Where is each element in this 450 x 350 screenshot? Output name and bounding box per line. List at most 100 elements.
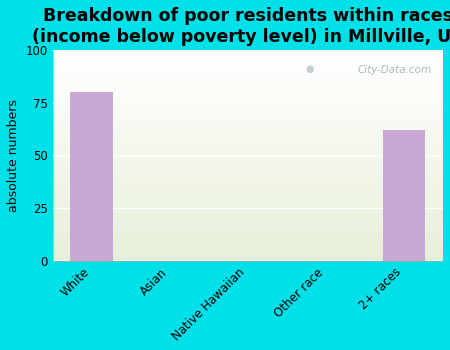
Bar bbox=[53, 196, 443, 197]
Bar bbox=[53, 172, 443, 173]
Bar bbox=[53, 82, 443, 83]
Bar bbox=[53, 222, 443, 223]
Bar bbox=[53, 253, 443, 254]
Bar bbox=[53, 149, 443, 150]
Bar bbox=[53, 229, 443, 230]
Bar bbox=[53, 136, 443, 138]
Bar bbox=[53, 135, 443, 137]
Bar bbox=[53, 60, 443, 61]
Bar bbox=[53, 227, 443, 228]
Bar bbox=[53, 226, 443, 227]
Bar bbox=[53, 105, 443, 106]
Bar bbox=[53, 186, 443, 187]
Title: Breakdown of poor residents within races
(income below poverty level) in Millvil: Breakdown of poor residents within races… bbox=[32, 7, 450, 46]
Bar bbox=[53, 244, 443, 245]
Bar bbox=[53, 251, 443, 252]
Bar bbox=[53, 246, 443, 247]
Bar bbox=[53, 151, 443, 152]
Bar bbox=[53, 65, 443, 66]
Bar bbox=[53, 132, 443, 133]
Bar bbox=[53, 259, 443, 260]
Bar bbox=[53, 170, 443, 171]
Text: ●: ● bbox=[306, 64, 314, 74]
Bar bbox=[53, 207, 443, 208]
Bar bbox=[53, 114, 443, 116]
Bar bbox=[53, 148, 443, 149]
Bar bbox=[53, 51, 443, 52]
Bar bbox=[53, 189, 443, 190]
Bar bbox=[53, 191, 443, 192]
Bar bbox=[53, 101, 443, 102]
Bar bbox=[53, 239, 443, 240]
Bar bbox=[53, 92, 443, 93]
Bar bbox=[53, 183, 443, 184]
Bar bbox=[53, 182, 443, 183]
Bar bbox=[53, 67, 443, 68]
Bar bbox=[53, 176, 443, 177]
Bar bbox=[53, 165, 443, 166]
Bar bbox=[53, 50, 443, 51]
Bar bbox=[53, 249, 443, 250]
Bar bbox=[53, 70, 443, 71]
Bar bbox=[53, 234, 443, 236]
Bar bbox=[53, 215, 443, 216]
Bar bbox=[53, 138, 443, 139]
Bar bbox=[53, 177, 443, 178]
Bar bbox=[53, 190, 443, 191]
Bar bbox=[53, 173, 443, 174]
Bar bbox=[53, 220, 443, 221]
Bar bbox=[53, 99, 443, 100]
Bar bbox=[53, 169, 443, 170]
Bar bbox=[53, 72, 443, 73]
Bar bbox=[53, 123, 443, 124]
Bar bbox=[53, 257, 443, 258]
Bar bbox=[53, 154, 443, 155]
Bar bbox=[53, 133, 443, 134]
Bar bbox=[53, 258, 443, 259]
Bar bbox=[53, 233, 443, 235]
Bar bbox=[53, 61, 443, 62]
Bar bbox=[53, 77, 443, 78]
Bar bbox=[53, 224, 443, 225]
Bar bbox=[53, 174, 443, 175]
Bar bbox=[53, 134, 443, 135]
Bar bbox=[53, 71, 443, 72]
Bar bbox=[53, 201, 443, 202]
Bar bbox=[53, 94, 443, 96]
Bar bbox=[53, 245, 443, 246]
Bar bbox=[53, 83, 443, 84]
Bar bbox=[382, 130, 426, 261]
Bar bbox=[53, 153, 443, 154]
Bar bbox=[53, 122, 443, 123]
Bar bbox=[53, 240, 443, 241]
Bar bbox=[53, 66, 443, 67]
Bar bbox=[53, 111, 443, 112]
Text: City-Data.com: City-Data.com bbox=[357, 65, 432, 75]
Bar bbox=[53, 206, 443, 207]
Bar bbox=[53, 126, 443, 127]
Bar bbox=[53, 163, 443, 164]
Bar bbox=[53, 160, 443, 161]
Bar bbox=[53, 87, 443, 88]
Bar bbox=[53, 225, 443, 226]
Bar bbox=[53, 241, 443, 242]
Bar bbox=[53, 145, 443, 146]
Bar bbox=[53, 91, 443, 92]
Bar bbox=[53, 180, 443, 181]
Bar bbox=[53, 223, 443, 224]
Bar bbox=[53, 178, 443, 180]
Bar bbox=[53, 195, 443, 196]
Bar bbox=[53, 117, 443, 118]
Bar bbox=[53, 125, 443, 126]
Bar bbox=[53, 193, 443, 194]
Bar bbox=[53, 247, 443, 248]
Bar bbox=[53, 96, 443, 97]
Bar bbox=[53, 143, 443, 144]
Bar bbox=[53, 211, 443, 212]
Bar bbox=[53, 120, 443, 121]
Bar bbox=[53, 158, 443, 159]
Bar bbox=[53, 58, 443, 60]
Bar bbox=[53, 74, 443, 75]
Bar bbox=[53, 89, 443, 90]
Bar bbox=[53, 209, 443, 210]
